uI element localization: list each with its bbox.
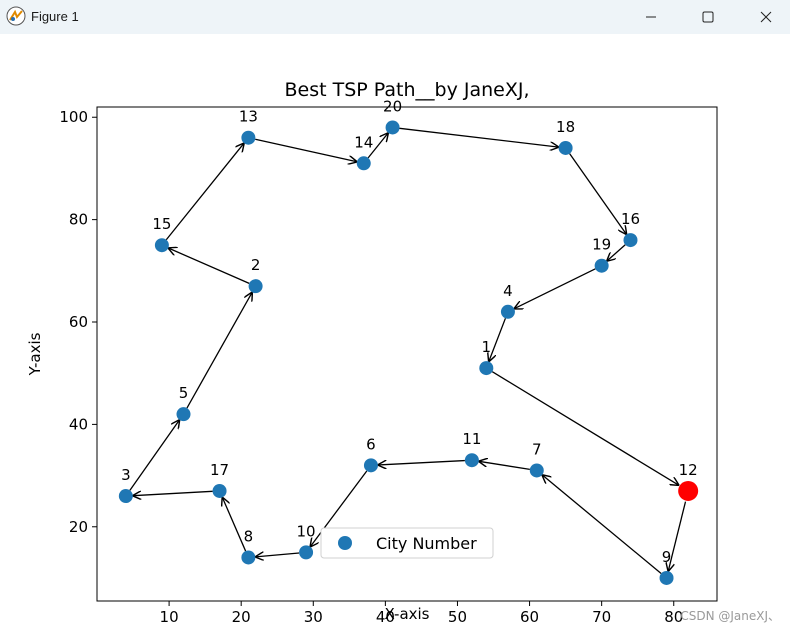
city-label-15: 15 bbox=[152, 215, 171, 233]
x-tick-label-40: 40 bbox=[376, 608, 395, 626]
x-tick-label-50: 50 bbox=[448, 608, 467, 626]
city-point-5 bbox=[176, 407, 191, 422]
legend: City Number bbox=[320, 527, 494, 559]
city-point-10 bbox=[299, 545, 314, 560]
legend-marker bbox=[338, 536, 352, 550]
maximize-icon bbox=[702, 11, 714, 23]
y-tick-label-20: 20 bbox=[69, 518, 88, 536]
x-tick-label-20: 20 bbox=[232, 608, 251, 626]
path-arrow-2-to-15 bbox=[168, 248, 250, 284]
maximize-button[interactable] bbox=[685, 0, 731, 34]
path-arrow-11-to-6 bbox=[378, 459, 465, 465]
x-axis-label: X-axis bbox=[385, 605, 430, 623]
city-label-5: 5 bbox=[179, 384, 189, 402]
path-arrow-20-to-18 bbox=[399, 127, 559, 147]
path-layer bbox=[129, 127, 687, 574]
path-arrow-17-to-3 bbox=[133, 490, 213, 495]
city-point-1 bbox=[479, 361, 494, 376]
city-point-18 bbox=[558, 140, 573, 155]
y-tick-label-40: 40 bbox=[69, 415, 88, 433]
minimize-button[interactable] bbox=[628, 0, 674, 34]
path-arrow-18-to-16 bbox=[569, 153, 627, 235]
city-point-2 bbox=[248, 279, 263, 294]
city-point-15 bbox=[154, 238, 169, 253]
path-arrow-3-to-5 bbox=[129, 420, 180, 491]
chart-title: Best TSP Path__by JaneXJ, bbox=[285, 79, 530, 101]
minimize-icon bbox=[645, 11, 657, 23]
city-point-11 bbox=[464, 453, 479, 468]
path-arrow-5-to-2 bbox=[186, 292, 252, 409]
path-arrow-1-to-12 bbox=[491, 371, 678, 486]
window-titlebar: Figure 1 bbox=[0, 0, 790, 34]
path-arrow-8-to-17 bbox=[222, 497, 247, 552]
city-label-2: 2 bbox=[251, 256, 261, 274]
path-arrow-14-to-20 bbox=[367, 133, 388, 159]
path-arrow-12-to-9 bbox=[668, 501, 687, 572]
path-arrow-6-to-10 bbox=[310, 470, 368, 547]
path-arrow-4-to-1 bbox=[489, 318, 507, 361]
city-label-1: 1 bbox=[482, 338, 492, 356]
city-point-3 bbox=[118, 489, 133, 504]
legend-label: City Number bbox=[376, 534, 477, 553]
city-point-16 bbox=[623, 233, 638, 248]
city-label-3: 3 bbox=[121, 466, 131, 484]
city-label-18: 18 bbox=[556, 118, 575, 136]
y-tick-label-80: 80 bbox=[69, 211, 88, 229]
path-arrow-7-to-11 bbox=[479, 461, 530, 471]
city-point-7 bbox=[529, 463, 544, 478]
path-arrow-10-to-8 bbox=[255, 553, 300, 557]
window-title: Figure 1 bbox=[31, 9, 79, 24]
figure-app-icon bbox=[6, 6, 26, 26]
city-point-20 bbox=[385, 120, 400, 135]
path-arrow-9-to-7 bbox=[542, 475, 662, 574]
city-label-12: 12 bbox=[679, 461, 698, 479]
city-point-4 bbox=[500, 304, 515, 319]
close-icon bbox=[760, 11, 772, 23]
city-label-10: 10 bbox=[297, 522, 316, 540]
x-tick-label-60: 60 bbox=[520, 608, 539, 626]
city-point-19 bbox=[594, 258, 609, 273]
city-label-9: 9 bbox=[662, 548, 672, 566]
city-point-8 bbox=[241, 550, 256, 565]
city-label-17: 17 bbox=[210, 461, 229, 479]
path-arrow-19-to-4 bbox=[514, 268, 596, 309]
path-arrow-13-to-14 bbox=[255, 138, 357, 162]
plot-frame bbox=[96, 106, 718, 602]
y-axis-label: Y-axis bbox=[26, 332, 44, 376]
city-point-17 bbox=[212, 483, 227, 498]
city-label-19: 19 bbox=[592, 236, 611, 254]
city-label-4: 4 bbox=[503, 282, 513, 300]
y-tick-label-60: 60 bbox=[69, 313, 88, 331]
close-button[interactable] bbox=[743, 0, 789, 34]
watermark: CSDN @JaneXJ、 bbox=[680, 609, 780, 623]
city-label-16: 16 bbox=[621, 210, 640, 228]
city-label-13: 13 bbox=[239, 108, 258, 126]
city-points bbox=[118, 120, 699, 585]
city-point-14 bbox=[356, 156, 371, 171]
city-label-7: 7 bbox=[532, 440, 542, 458]
y-tick-label-100: 100 bbox=[59, 108, 88, 126]
path-arrow-15-to-13 bbox=[165, 143, 244, 241]
city-label-8: 8 bbox=[244, 527, 254, 545]
axis-ticks: 10 20 30 40 50 60 70 80 20 40 60 80 100 bbox=[59, 108, 683, 626]
city-point-9 bbox=[659, 570, 674, 585]
x-tick-label-70: 70 bbox=[592, 608, 611, 626]
x-tick-label-30: 30 bbox=[304, 608, 323, 626]
x-tick-label-80: 80 bbox=[664, 608, 683, 626]
start-city-point-12 bbox=[678, 480, 699, 501]
city-label-11: 11 bbox=[462, 430, 481, 448]
path-arrow-16-to-19 bbox=[607, 244, 626, 261]
city-label-20: 20 bbox=[383, 97, 402, 115]
city-label-6: 6 bbox=[366, 435, 376, 453]
city-point-13 bbox=[241, 130, 256, 145]
x-tick-label-10: 10 bbox=[160, 608, 179, 626]
city-label-14: 14 bbox=[354, 133, 373, 151]
legend-box bbox=[320, 527, 494, 559]
city-point-6 bbox=[363, 458, 378, 473]
